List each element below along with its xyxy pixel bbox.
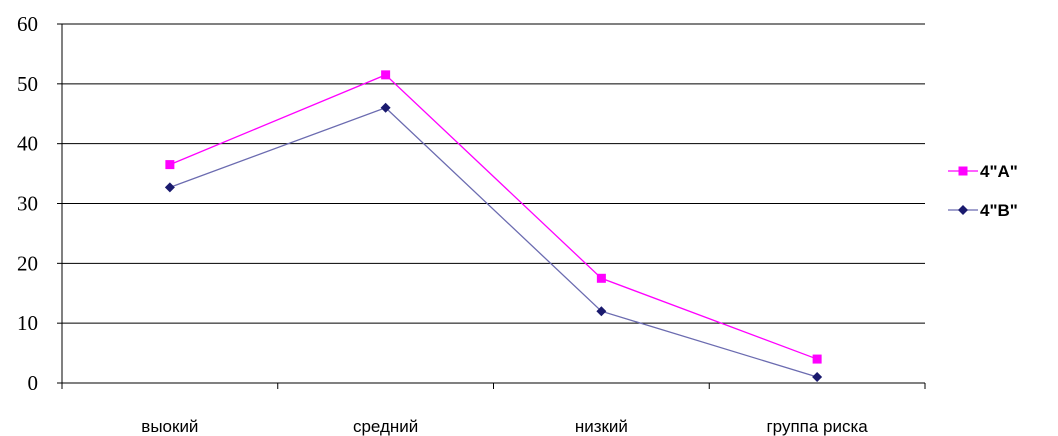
y-tick-label: 50 xyxy=(17,72,38,96)
y-tick-label: 0 xyxy=(28,371,39,395)
legend-label: 4"В" xyxy=(980,201,1018,220)
y-tick-label: 30 xyxy=(17,192,38,216)
data-point xyxy=(164,182,175,193)
y-tick-label: 20 xyxy=(17,251,38,275)
legend-label: 4"А" xyxy=(980,162,1018,181)
x-tick-label: группа риска xyxy=(766,417,868,436)
data-point xyxy=(812,354,822,364)
y-tick-label: 10 xyxy=(17,311,38,335)
series-line xyxy=(169,74,818,360)
x-tick-label: низкий xyxy=(575,417,628,436)
gridlines xyxy=(62,23,925,324)
y-axis-ticks: 0 10 20 30 40 50 60 xyxy=(17,12,62,395)
y-tick-label: 40 xyxy=(17,132,38,156)
data-point xyxy=(380,102,391,113)
series-group xyxy=(164,70,823,383)
data-point xyxy=(812,372,823,383)
x-tick-label: выокий xyxy=(141,417,198,436)
data-point xyxy=(381,70,391,80)
x-tick-label: средний xyxy=(353,417,418,436)
legend-marker xyxy=(958,166,968,176)
y-tick-label: 60 xyxy=(17,12,38,36)
legend-marker xyxy=(958,205,968,215)
x-axis-ticks: выокий средний низкий группа риска xyxy=(61,383,926,436)
legend: 4"А" 4"В" xyxy=(948,162,1018,220)
series-line xyxy=(169,107,818,378)
data-point xyxy=(596,273,606,283)
data-point xyxy=(165,160,175,170)
data-point xyxy=(596,306,607,317)
